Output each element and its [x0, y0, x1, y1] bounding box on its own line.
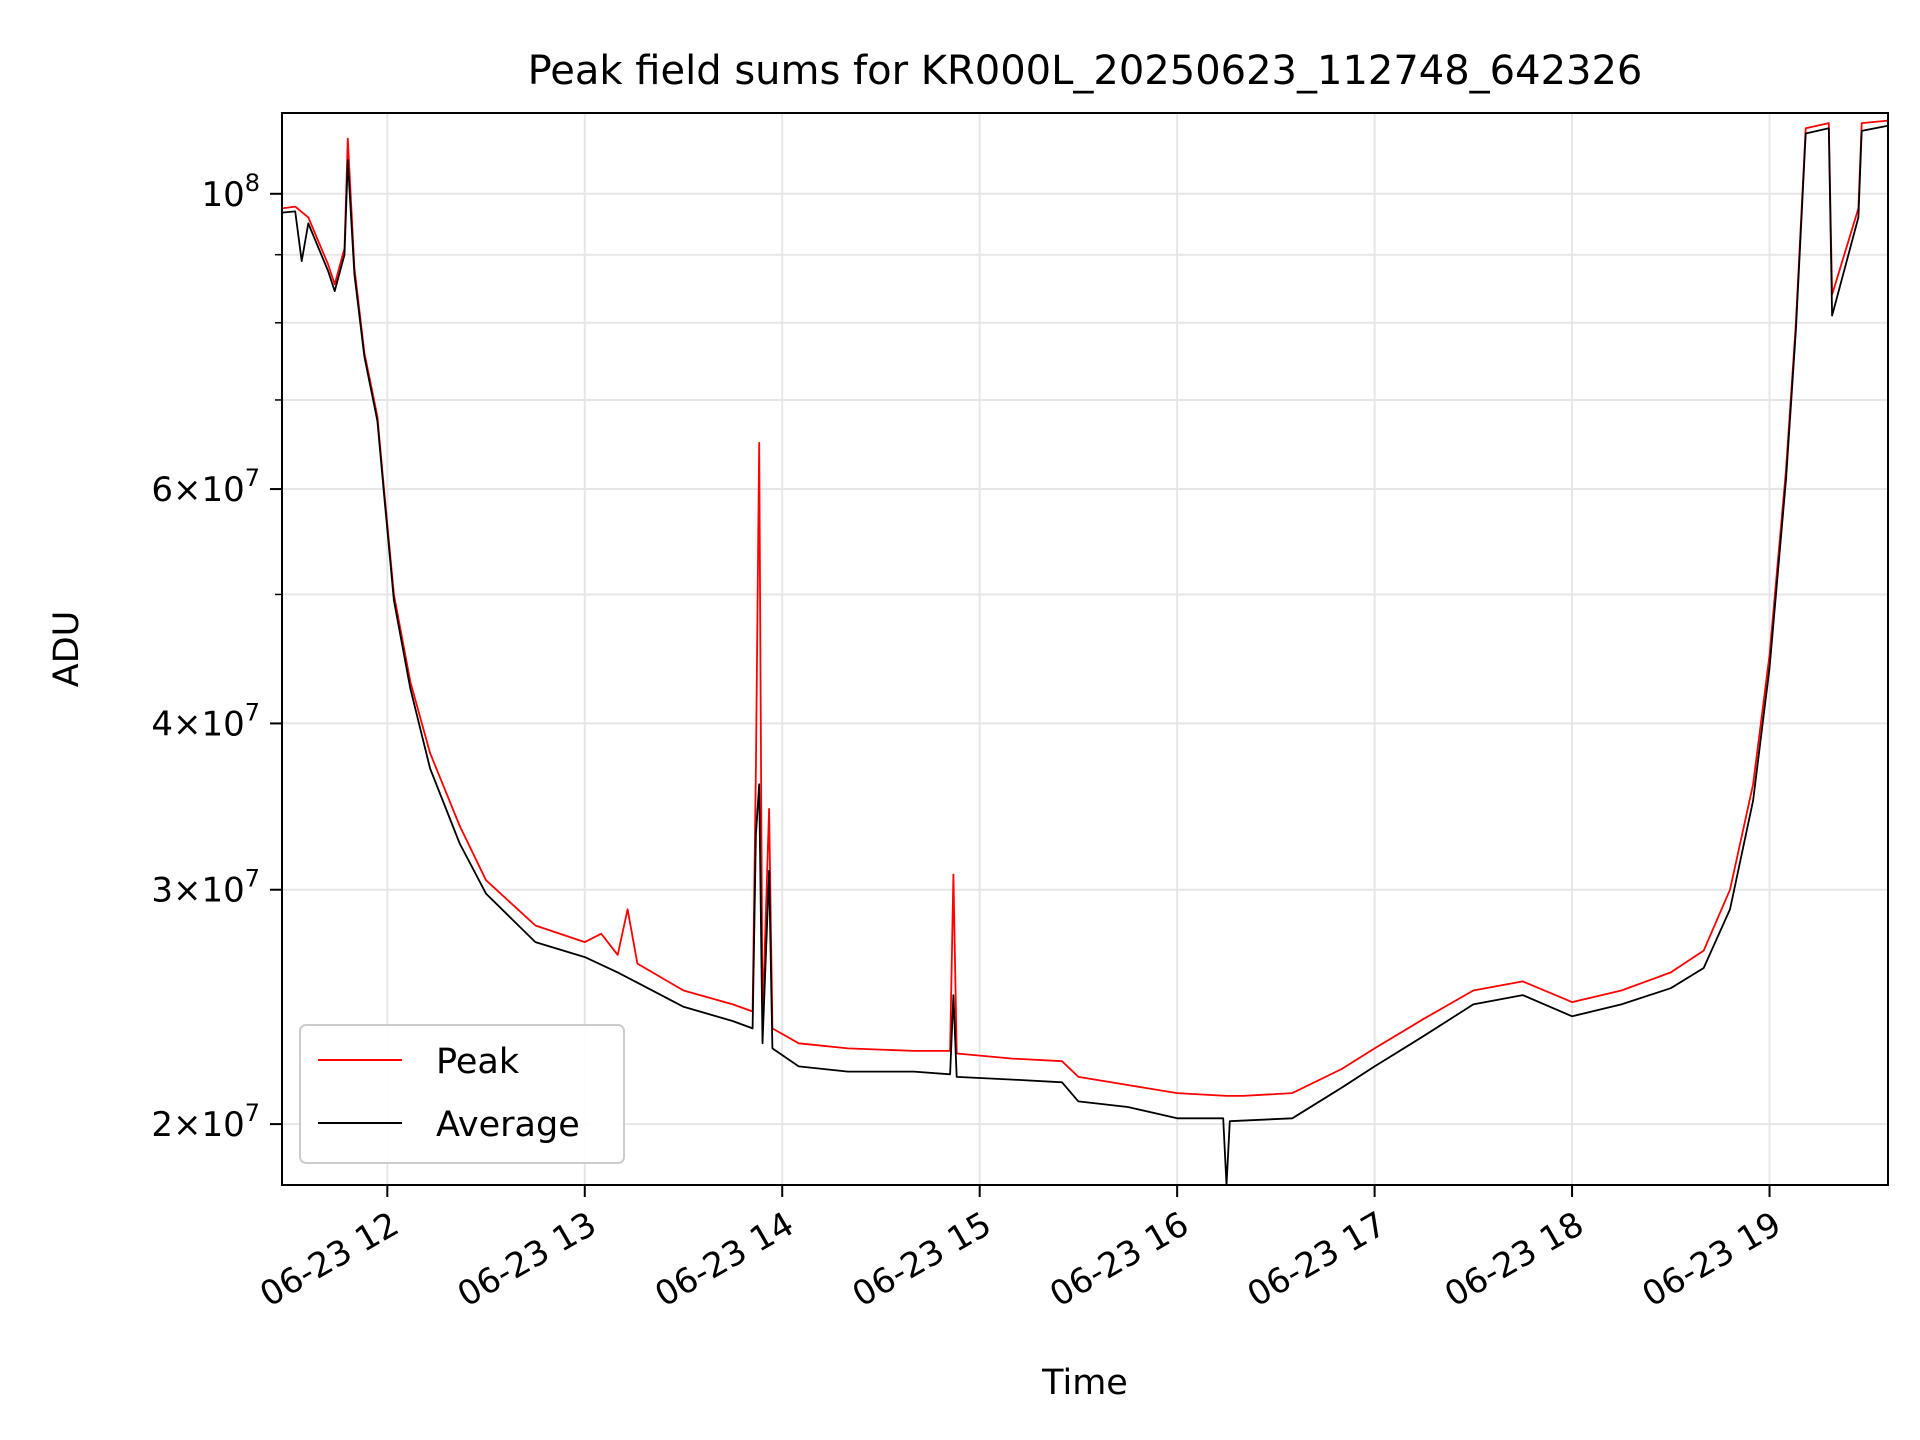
- y-tick-label: 3×107: [151, 865, 260, 911]
- y-tick-label: 108: [201, 169, 260, 215]
- legend-peak-label: Peak: [436, 1042, 520, 1082]
- y-axis-label: ADU: [47, 611, 87, 688]
- grid: [282, 113, 1888, 1185]
- series-line-average: [282, 124, 1888, 1185]
- series-layer: [282, 119, 1888, 1185]
- chart-title: Peak field sums for KR000L_20250623_1127…: [528, 48, 1643, 94]
- y-tick-label: 2×107: [151, 1099, 260, 1145]
- y-tick-label: 4×107: [151, 698, 260, 744]
- plot-frame: [281, 112, 1889, 1186]
- y-tick-label: 6×107: [151, 464, 260, 510]
- legend: Peak Average: [299, 1024, 625, 1164]
- y-axis-ticks: 2×107 3×107 4×107 6×107 108: [151, 169, 282, 1145]
- x-axis-label: Time: [1041, 1363, 1128, 1403]
- legend-average-label: Average: [436, 1105, 580, 1145]
